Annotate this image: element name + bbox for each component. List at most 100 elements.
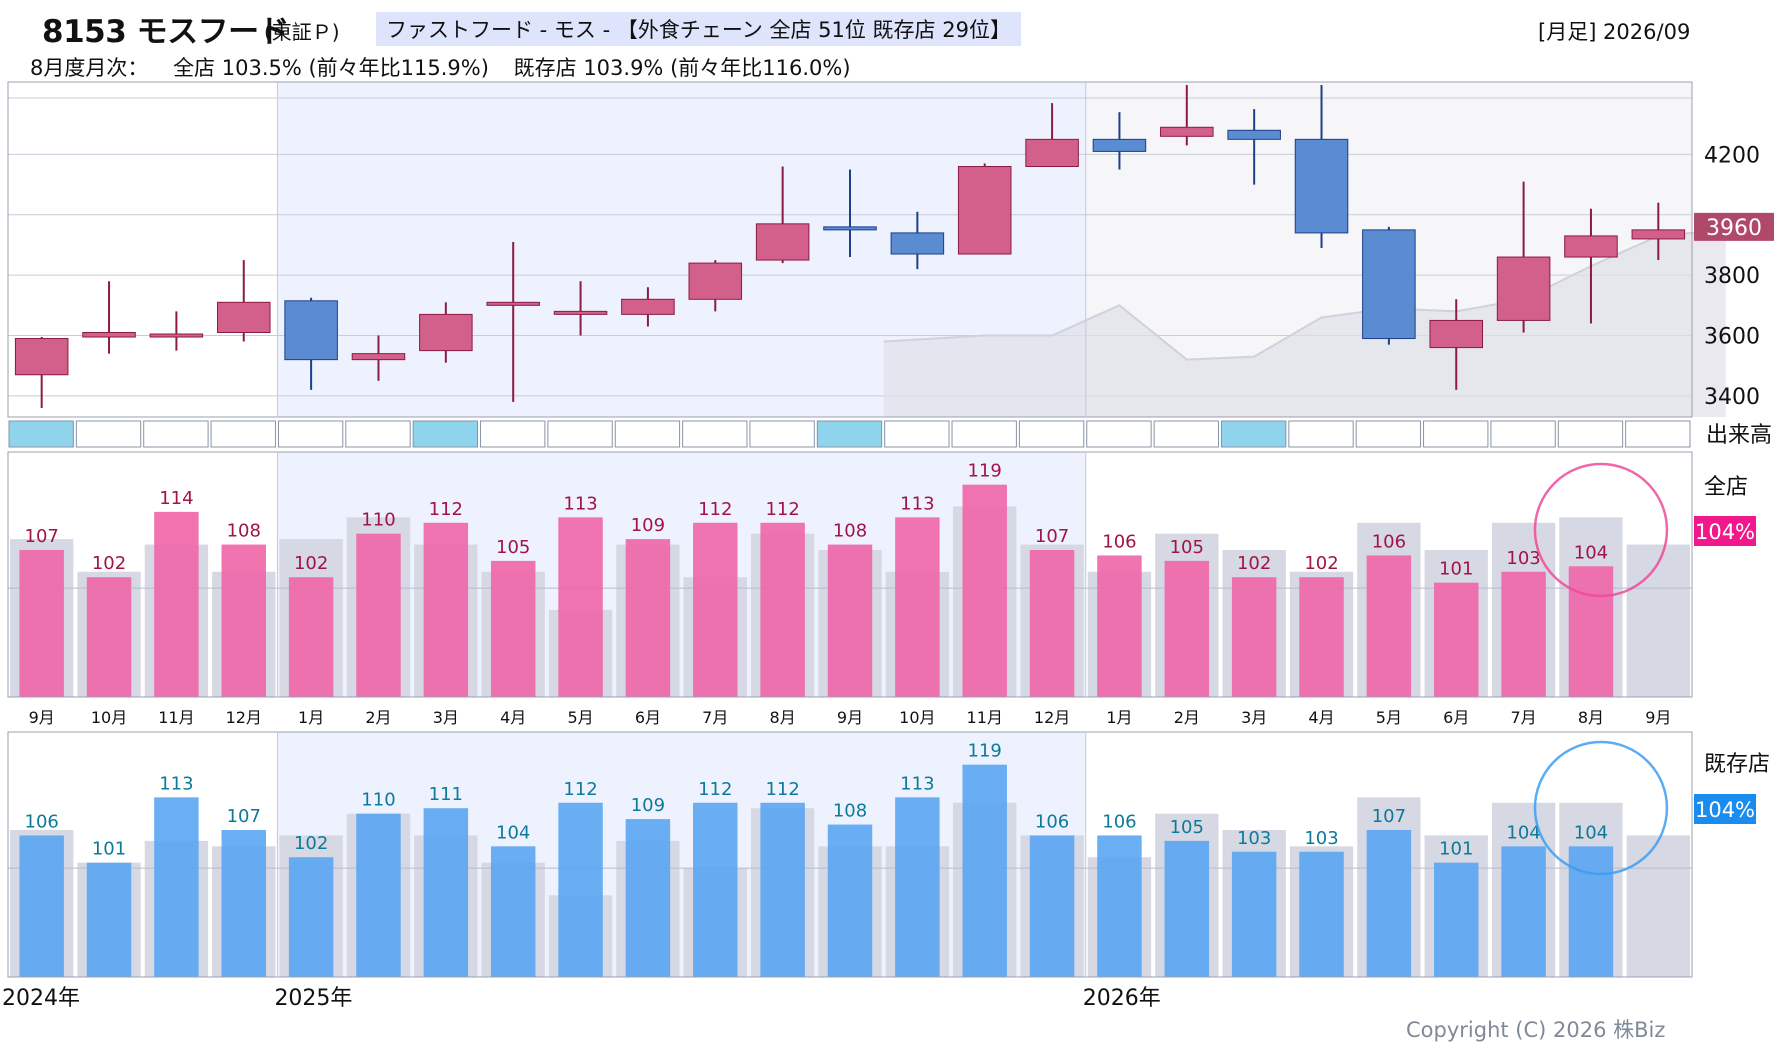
candle-body [1496, 256, 1551, 321]
month-label: 6月 [635, 708, 661, 727]
all-stores-bar [423, 522, 469, 697]
candle-body [621, 298, 675, 315]
month-label: 5月 [1376, 708, 1402, 727]
candle-body [1429, 319, 1484, 349]
all-stores-value-label: 112 [429, 499, 463, 520]
candle [351, 335, 406, 381]
all-stores-bar [693, 522, 738, 697]
sector-label: ファストフード - モス - 【外食チェーン 全店 51位 既存店 29位】 [376, 12, 1021, 46]
month-label: 4月 [1308, 708, 1334, 727]
period-label: [月足] 2026/09 [1538, 20, 1691, 44]
candle [1294, 85, 1349, 248]
existing-stores-panel-border [7, 731, 1693, 978]
all-stores-bar [962, 484, 1007, 697]
candle-body [82, 331, 136, 338]
all-stores-value-label: 102 [1237, 553, 1271, 574]
month-label: 9月 [1645, 708, 1671, 727]
all-stores-value-label: 108 [833, 521, 867, 542]
existing-stores-bar [962, 764, 1007, 977]
existing-stores-bar [288, 857, 334, 977]
all-stores-badge-label: 104% [1695, 520, 1755, 544]
existing-stores-value-label: 104 [1506, 822, 1540, 843]
moving-average-area [883, 229, 1726, 417]
candle [284, 297, 338, 390]
volume-cell [1557, 420, 1624, 448]
month-label: 1月 [298, 708, 324, 727]
all-stores-value-label: 102 [1304, 553, 1338, 574]
existing-stores-bar [1568, 846, 1614, 977]
candle [1429, 299, 1484, 390]
candle [1631, 202, 1686, 261]
candle [621, 287, 675, 327]
month-label: 6月 [1443, 708, 1469, 727]
all-stores-bar [86, 577, 132, 697]
candle-body [823, 226, 877, 231]
all-stores-bar [1299, 577, 1344, 697]
volume-cell [1355, 420, 1422, 448]
all-stores-value-label: 106 [1102, 531, 1136, 552]
existing-stores-value-label: 111 [429, 784, 463, 805]
all-stores-bar [356, 533, 401, 697]
candle-body [284, 300, 338, 361]
existing-stores-bar [827, 824, 873, 977]
candle [553, 281, 608, 336]
monthly-summary: 8月度月次： 全店 103.5% (前々年比115.9%) 既存店 103.9%… [30, 52, 869, 82]
volume-cell [816, 420, 883, 448]
volume-cell [1086, 420, 1152, 448]
market-label: (東証Ｐ) [264, 20, 340, 44]
month-label: 4月 [500, 708, 526, 727]
volume-cell [1423, 420, 1489, 448]
candle-body [755, 223, 810, 261]
all-stores-bar [221, 544, 266, 697]
price-tick-label: 3800 [1704, 264, 1760, 289]
month-label: 3月 [1241, 708, 1267, 727]
candle-body [1631, 229, 1686, 240]
existing-stores-bar [693, 802, 738, 977]
all-stores-panel-label: 全店 [1704, 475, 1748, 500]
year-label: 2025年 [274, 986, 352, 1011]
candle [82, 281, 136, 354]
all-stores-bar [895, 517, 940, 697]
existing-stores-bar [1164, 840, 1210, 977]
candle [1496, 181, 1551, 333]
year-label: 2026年 [1083, 986, 1161, 1011]
candle [14, 337, 69, 408]
month-label: 12月 [226, 708, 262, 727]
all-stores-value-label: 106 [1372, 531, 1406, 552]
existing-stores-value-label: 106 [1102, 811, 1136, 832]
month-label: 1月 [1106, 708, 1132, 727]
volume-cell [210, 420, 276, 448]
existing-stores-bar [1097, 835, 1142, 977]
candle [1092, 112, 1147, 170]
existing-stores-value-label: 107 [1372, 806, 1406, 827]
month-label: 9月 [29, 708, 55, 727]
volume-cell [1288, 420, 1354, 448]
existing-stores-value-label: 113 [159, 773, 193, 794]
month-label: 11月 [158, 708, 194, 727]
price-badge [1694, 212, 1774, 241]
existing-stores-value-label: 109 [631, 795, 665, 816]
existing-stores-summary: 既存店 103.9% (前々年比116.0%) [513, 56, 851, 80]
existing-stores-bar [1029, 835, 1075, 977]
existing-stores-prev-bar [1626, 835, 1690, 977]
all-stores-value-label: 110 [361, 510, 395, 531]
candle [419, 302, 473, 363]
volume-cell [1490, 420, 1556, 448]
existing-stores-value-label: 112 [563, 779, 597, 800]
existing-stores-bar [625, 819, 671, 977]
candle [755, 166, 810, 264]
existing-stores-value-label: 110 [361, 790, 395, 811]
existing-stores-bar [423, 808, 469, 977]
price-tick-label: 3600 [1704, 325, 1760, 350]
month-label: 5月 [567, 708, 593, 727]
candle-body [553, 310, 608, 315]
all-stores-bar [1568, 566, 1614, 697]
volume-cell [412, 420, 479, 448]
candle [1160, 85, 1214, 146]
candle-body [216, 301, 271, 333]
existing-stores-bar [490, 846, 536, 977]
volume-cell [682, 420, 748, 448]
existing-stores-bar [558, 802, 603, 977]
all-stores-bar [1097, 555, 1142, 697]
month-label: 10月 [91, 708, 127, 727]
